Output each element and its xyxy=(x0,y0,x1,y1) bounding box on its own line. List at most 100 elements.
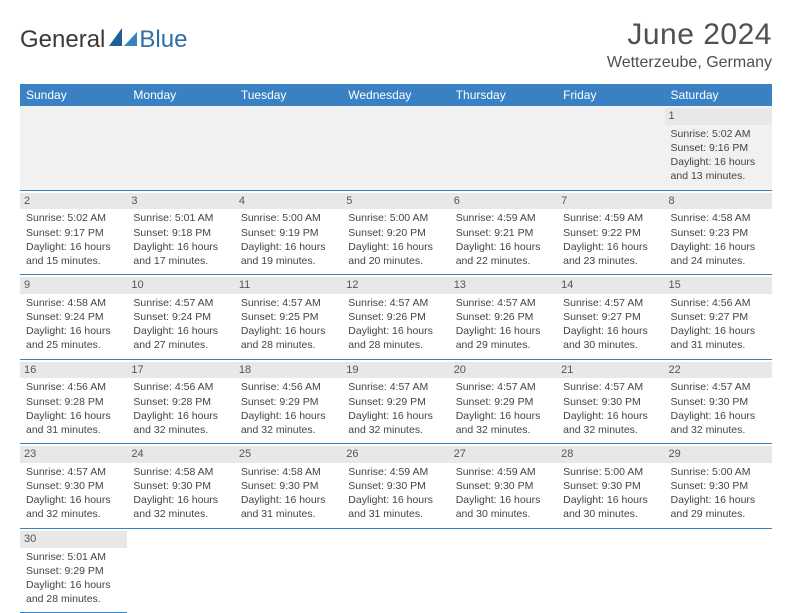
empty-cell xyxy=(665,528,772,613)
sunset-line: Sunset: 9:28 PM xyxy=(26,395,121,409)
sunrise-line: Sunrise: 5:00 AM xyxy=(241,211,336,225)
brand-logo: General Blue xyxy=(20,18,187,54)
sunset-line: Sunset: 9:30 PM xyxy=(671,395,766,409)
brand-part1: General xyxy=(20,26,105,54)
empty-cell xyxy=(557,528,664,613)
day-cell: 1Sunrise: 5:02 AMSunset: 9:16 PMDaylight… xyxy=(665,106,772,190)
daylight-line: Daylight: 16 hours and 28 minutes. xyxy=(348,324,443,352)
day-cell: 2Sunrise: 5:02 AMSunset: 9:17 PMDaylight… xyxy=(20,190,127,275)
month-title: June 2024 xyxy=(607,18,772,52)
weekday-header: Sunday xyxy=(20,84,127,106)
weekday-header-row: SundayMondayTuesdayWednesdayThursdayFrid… xyxy=(20,84,772,106)
day-cell: 24Sunrise: 4:58 AMSunset: 9:30 PMDayligh… xyxy=(127,444,234,529)
daylight-line: Daylight: 16 hours and 24 minutes. xyxy=(671,240,766,268)
day-number: 25 xyxy=(235,446,342,463)
daylight-line: Daylight: 16 hours and 32 minutes. xyxy=(26,493,121,521)
weekday-header: Friday xyxy=(557,84,664,106)
calendar-row: 2Sunrise: 5:02 AMSunset: 9:17 PMDaylight… xyxy=(20,190,772,275)
sunrise-line: Sunrise: 4:58 AM xyxy=(671,211,766,225)
sunrise-line: Sunrise: 5:00 AM xyxy=(563,465,658,479)
daylight-line: Daylight: 16 hours and 22 minutes. xyxy=(456,240,551,268)
day-number: 28 xyxy=(557,446,664,463)
sunset-line: Sunset: 9:29 PM xyxy=(241,395,336,409)
sunrise-line: Sunrise: 4:56 AM xyxy=(241,380,336,394)
sunset-line: Sunset: 9:24 PM xyxy=(133,310,228,324)
empty-cell xyxy=(557,106,664,190)
sunrise-line: Sunrise: 4:58 AM xyxy=(133,465,228,479)
daylight-line: Daylight: 16 hours and 30 minutes. xyxy=(456,493,551,521)
sunset-line: Sunset: 9:30 PM xyxy=(456,479,551,493)
day-cell: 26Sunrise: 4:59 AMSunset: 9:30 PMDayligh… xyxy=(342,444,449,529)
sunset-line: Sunset: 9:27 PM xyxy=(671,310,766,324)
sunrise-line: Sunrise: 4:57 AM xyxy=(671,380,766,394)
sunset-line: Sunset: 9:30 PM xyxy=(133,479,228,493)
sunrise-line: Sunrise: 5:02 AM xyxy=(26,211,121,225)
sunrise-line: Sunrise: 4:57 AM xyxy=(563,380,658,394)
sunrise-line: Sunrise: 4:56 AM xyxy=(671,296,766,310)
day-cell: 13Sunrise: 4:57 AMSunset: 9:26 PMDayligh… xyxy=(450,275,557,360)
day-cell: 22Sunrise: 4:57 AMSunset: 9:30 PMDayligh… xyxy=(665,359,772,444)
day-cell: 30Sunrise: 5:01 AMSunset: 9:29 PMDayligh… xyxy=(20,528,127,613)
day-number: 19 xyxy=(342,362,449,379)
sail-icon xyxy=(109,28,137,46)
sunrise-line: Sunrise: 4:59 AM xyxy=(563,211,658,225)
daylight-line: Daylight: 16 hours and 32 minutes. xyxy=(133,493,228,521)
daylight-line: Daylight: 16 hours and 23 minutes. xyxy=(563,240,658,268)
daylight-line: Daylight: 16 hours and 31 minutes. xyxy=(26,409,121,437)
empty-cell xyxy=(235,106,342,190)
daylight-line: Daylight: 16 hours and 29 minutes. xyxy=(456,324,551,352)
sunset-line: Sunset: 9:21 PM xyxy=(456,226,551,240)
daylight-line: Daylight: 16 hours and 15 minutes. xyxy=(26,240,121,268)
sunrise-line: Sunrise: 5:01 AM xyxy=(133,211,228,225)
day-cell: 4Sunrise: 5:00 AMSunset: 9:19 PMDaylight… xyxy=(235,190,342,275)
weekday-header: Wednesday xyxy=(342,84,449,106)
day-number: 27 xyxy=(450,446,557,463)
day-number: 10 xyxy=(127,277,234,294)
daylight-line: Daylight: 16 hours and 31 minutes. xyxy=(348,493,443,521)
day-number: 30 xyxy=(20,531,127,548)
day-number: 8 xyxy=(665,193,772,210)
sunrise-line: Sunrise: 5:00 AM xyxy=(671,465,766,479)
daylight-line: Daylight: 16 hours and 27 minutes. xyxy=(133,324,228,352)
location-subtitle: Wetterzeube, Germany xyxy=(607,54,772,72)
sunrise-line: Sunrise: 5:00 AM xyxy=(348,211,443,225)
sunset-line: Sunset: 9:27 PM xyxy=(563,310,658,324)
sunset-line: Sunset: 9:30 PM xyxy=(563,479,658,493)
empty-cell xyxy=(127,106,234,190)
calendar-table: SundayMondayTuesdayWednesdayThursdayFrid… xyxy=(20,84,772,613)
calendar-row: 23Sunrise: 4:57 AMSunset: 9:30 PMDayligh… xyxy=(20,444,772,529)
daylight-line: Daylight: 16 hours and 31 minutes. xyxy=(241,493,336,521)
sunrise-line: Sunrise: 4:57 AM xyxy=(348,380,443,394)
day-cell: 21Sunrise: 4:57 AMSunset: 9:30 PMDayligh… xyxy=(557,359,664,444)
day-number: 23 xyxy=(20,446,127,463)
sunrise-line: Sunrise: 5:02 AM xyxy=(671,127,766,141)
daylight-line: Daylight: 16 hours and 31 minutes. xyxy=(671,324,766,352)
day-number: 20 xyxy=(450,362,557,379)
day-number: 1 xyxy=(665,108,772,125)
day-cell: 29Sunrise: 5:00 AMSunset: 9:30 PMDayligh… xyxy=(665,444,772,529)
sunset-line: Sunset: 9:18 PM xyxy=(133,226,228,240)
calendar-row: 30Sunrise: 5:01 AMSunset: 9:29 PMDayligh… xyxy=(20,528,772,613)
day-cell: 16Sunrise: 4:56 AMSunset: 9:28 PMDayligh… xyxy=(20,359,127,444)
day-cell: 12Sunrise: 4:57 AMSunset: 9:26 PMDayligh… xyxy=(342,275,449,360)
sunrise-line: Sunrise: 4:57 AM xyxy=(241,296,336,310)
day-cell: 18Sunrise: 4:56 AMSunset: 9:29 PMDayligh… xyxy=(235,359,342,444)
empty-cell xyxy=(450,106,557,190)
sunset-line: Sunset: 9:28 PM xyxy=(133,395,228,409)
day-cell: 5Sunrise: 5:00 AMSunset: 9:20 PMDaylight… xyxy=(342,190,449,275)
daylight-line: Daylight: 16 hours and 30 minutes. xyxy=(563,324,658,352)
sunrise-line: Sunrise: 4:57 AM xyxy=(456,296,551,310)
sunrise-line: Sunrise: 4:58 AM xyxy=(241,465,336,479)
daylight-line: Daylight: 16 hours and 17 minutes. xyxy=(133,240,228,268)
day-number: 18 xyxy=(235,362,342,379)
day-cell: 11Sunrise: 4:57 AMSunset: 9:25 PMDayligh… xyxy=(235,275,342,360)
weekday-header: Thursday xyxy=(450,84,557,106)
day-cell: 27Sunrise: 4:59 AMSunset: 9:30 PMDayligh… xyxy=(450,444,557,529)
daylight-line: Daylight: 16 hours and 29 minutes. xyxy=(671,493,766,521)
weekday-header: Monday xyxy=(127,84,234,106)
day-number: 7 xyxy=(557,193,664,210)
sunset-line: Sunset: 9:29 PM xyxy=(26,564,121,578)
sunset-line: Sunset: 9:30 PM xyxy=(348,479,443,493)
day-cell: 17Sunrise: 4:56 AMSunset: 9:28 PMDayligh… xyxy=(127,359,234,444)
daylight-line: Daylight: 16 hours and 30 minutes. xyxy=(563,493,658,521)
